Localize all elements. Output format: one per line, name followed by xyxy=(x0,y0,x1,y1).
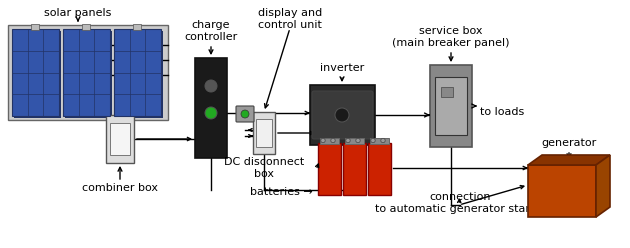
Circle shape xyxy=(205,80,217,92)
Circle shape xyxy=(241,110,249,118)
FancyBboxPatch shape xyxy=(195,58,227,158)
Circle shape xyxy=(205,107,217,119)
Circle shape xyxy=(381,138,385,143)
Circle shape xyxy=(321,138,325,143)
FancyBboxPatch shape xyxy=(82,24,90,30)
Text: combiner box: combiner box xyxy=(82,183,158,193)
FancyBboxPatch shape xyxy=(318,143,341,195)
FancyBboxPatch shape xyxy=(31,24,39,30)
FancyBboxPatch shape xyxy=(106,115,134,163)
FancyBboxPatch shape xyxy=(441,87,453,97)
FancyBboxPatch shape xyxy=(368,143,391,195)
Text: generator: generator xyxy=(541,138,597,148)
Text: service box
(main breaker panel): service box (main breaker panel) xyxy=(392,26,510,48)
Text: DC disconnect
box: DC disconnect box xyxy=(224,157,304,179)
FancyBboxPatch shape xyxy=(12,29,59,116)
Circle shape xyxy=(371,138,375,143)
FancyBboxPatch shape xyxy=(343,143,366,195)
FancyBboxPatch shape xyxy=(370,138,389,144)
Text: connection
to automatic generator starter: connection to automatic generator starte… xyxy=(375,192,546,214)
FancyBboxPatch shape xyxy=(133,24,141,30)
FancyBboxPatch shape xyxy=(8,25,168,120)
Text: inverter: inverter xyxy=(320,63,364,73)
FancyBboxPatch shape xyxy=(256,119,272,147)
Circle shape xyxy=(335,108,349,122)
Circle shape xyxy=(346,138,350,143)
FancyBboxPatch shape xyxy=(110,123,130,155)
Text: solar panels: solar panels xyxy=(44,8,112,18)
FancyBboxPatch shape xyxy=(114,29,161,116)
FancyBboxPatch shape xyxy=(236,106,254,122)
Circle shape xyxy=(356,138,360,143)
FancyBboxPatch shape xyxy=(528,165,596,217)
FancyBboxPatch shape xyxy=(116,31,163,118)
Polygon shape xyxy=(596,155,610,217)
FancyBboxPatch shape xyxy=(63,29,110,116)
Circle shape xyxy=(331,138,335,143)
Text: display and
control unit: display and control unit xyxy=(258,8,322,30)
Text: charge
controller: charge controller xyxy=(185,20,238,42)
FancyBboxPatch shape xyxy=(14,31,61,118)
FancyBboxPatch shape xyxy=(65,31,112,118)
FancyBboxPatch shape xyxy=(253,112,275,154)
FancyBboxPatch shape xyxy=(312,91,373,139)
FancyBboxPatch shape xyxy=(320,138,339,144)
Text: batteries →: batteries → xyxy=(250,187,313,197)
Text: to loads: to loads xyxy=(480,107,524,117)
FancyBboxPatch shape xyxy=(310,85,375,145)
Polygon shape xyxy=(528,155,610,165)
FancyBboxPatch shape xyxy=(435,77,467,135)
FancyBboxPatch shape xyxy=(430,65,472,147)
FancyBboxPatch shape xyxy=(345,138,364,144)
